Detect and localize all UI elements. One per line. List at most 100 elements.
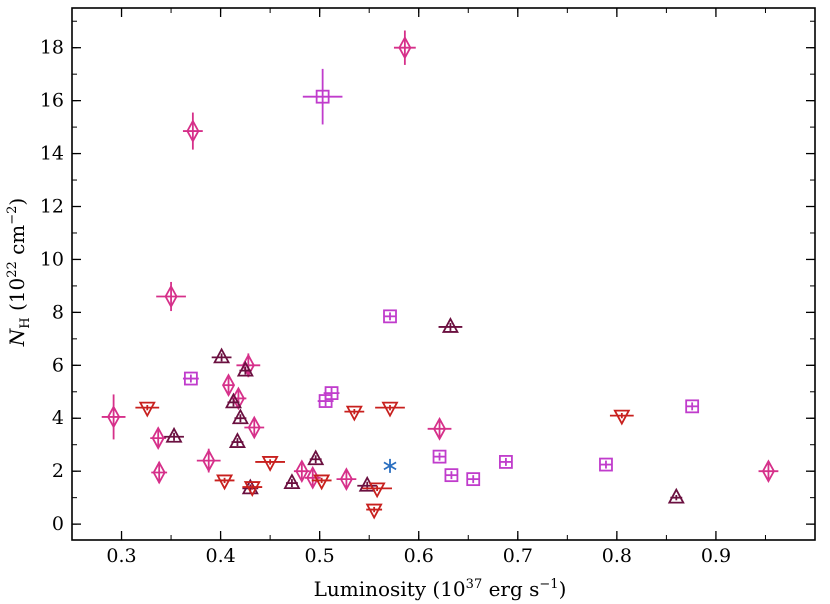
plot-points [101, 30, 779, 520]
plot-frame [71, 7, 816, 541]
y-tick-label: 10 [40, 248, 64, 270]
y-tick-label: 0 [52, 513, 64, 535]
x-tick-label: 0.7 [503, 545, 533, 567]
data-point-triangle-up [224, 392, 242, 409]
diamond-marker [152, 460, 166, 485]
data-point-diamond [101, 394, 126, 440]
data-point-triangle-up [307, 449, 325, 466]
data-point-diamond [182, 112, 203, 150]
data-point-triangle-down [214, 474, 235, 491]
square-marker [432, 449, 447, 464]
data-point-square [499, 455, 513, 469]
data-point-square [302, 68, 343, 125]
axes [71, 7, 816, 541]
x-axis-ticks: 0.3 0.4 0.5 0.6 0.7 0.8 0.9 [71, 8, 816, 567]
data-point-square [466, 472, 481, 487]
diamond-marker [107, 405, 121, 429]
data-point-triangle-down [135, 401, 160, 418]
triangle-down-marker [138, 401, 156, 418]
data-point-diamond [304, 465, 321, 490]
triangle-down-marker [365, 503, 383, 520]
y-tick-label: 12 [40, 196, 64, 218]
x-tick-label: 0.6 [404, 545, 434, 567]
diamond-marker [433, 416, 447, 441]
square-marker [383, 309, 397, 324]
data-point-diamond [758, 459, 779, 484]
x-tick-label: 0.9 [701, 545, 731, 567]
diamond-marker [295, 459, 309, 484]
diamond-marker [761, 459, 775, 484]
data-point-diamond [196, 448, 221, 473]
triangle-down-marker [313, 474, 331, 491]
triangle-up-marker [441, 317, 459, 333]
y-tick-label: 4 [52, 407, 64, 429]
data-point-triangle-up [667, 487, 685, 504]
diamond-marker [247, 415, 261, 440]
y-tick-label: 6 [52, 354, 64, 376]
data-point-triangle-down [362, 482, 392, 499]
triangle-down-marker [345, 405, 363, 422]
data-point-diamond [336, 467, 357, 491]
x-tick-label: 0.8 [602, 545, 632, 567]
data-point-diamond [393, 30, 416, 65]
data-point-diamond [151, 460, 168, 485]
data-point-diamond [156, 281, 186, 312]
triangle-down-marker [381, 401, 399, 418]
data-point-triangle-up [231, 408, 249, 425]
data-point-diamond [244, 415, 265, 440]
diamond-marker [306, 465, 320, 490]
data-point-diamond [150, 426, 167, 450]
y-tick-label: 18 [40, 37, 64, 59]
data-point-square [432, 449, 447, 464]
diamond-marker [202, 448, 216, 473]
triangle-up-marker [213, 347, 231, 364]
diamond-marker [221, 373, 236, 398]
triangle-down-marker [243, 481, 261, 497]
data-point-triangle-up [236, 360, 254, 377]
square-marker [444, 468, 459, 483]
triangle-up-marker [228, 432, 246, 448]
square-marker [466, 472, 481, 487]
data-point-square [323, 386, 340, 401]
data-point-triangle-up [283, 473, 301, 489]
y-tick-label: 8 [52, 301, 64, 323]
data-point-triangle-down [255, 456, 285, 472]
triangle-up-marker [283, 473, 301, 489]
data-point-square [685, 399, 700, 414]
data-point-triangle-down [242, 481, 263, 497]
triangle-down-marker [613, 409, 631, 426]
data-point-square [182, 371, 199, 386]
diamond-marker [151, 426, 165, 450]
x-tick-label: 0.5 [305, 545, 335, 567]
diamond-marker [186, 119, 200, 143]
diamond-marker [398, 35, 412, 60]
square-marker [315, 89, 330, 104]
data-point-diamond [221, 373, 236, 398]
data-point-triangle-down [344, 405, 365, 422]
square-marker [183, 371, 198, 386]
data-point-diamond [293, 459, 310, 484]
triangle-down-marker [261, 456, 279, 472]
data-point-square [383, 309, 397, 324]
x-tick-label: 0.4 [205, 545, 235, 567]
square-marker [499, 455, 513, 469]
triangle-up-marker [236, 360, 254, 377]
square-marker [599, 457, 613, 472]
triangle-up-marker [667, 487, 685, 504]
data-point-triangle-down [375, 401, 405, 418]
triangle-up-marker [224, 392, 242, 409]
square-marker [685, 399, 700, 414]
asterisk-marker-stroke [383, 461, 397, 471]
x-axis-label: Luminosity (1037 erg s−1) [314, 577, 567, 601]
data-point-square [599, 457, 613, 472]
y-tick-label: 14 [40, 143, 64, 165]
data-point-triangle-up [211, 347, 232, 364]
y-axis-label: NH (1022 cm−2) [5, 198, 33, 348]
data-point-triangle-up [228, 432, 246, 448]
data-point-triangle-down [311, 474, 332, 491]
data-point-triangle-down [365, 503, 383, 520]
triangle-up-marker [231, 408, 249, 425]
x-tick-label: 0.3 [106, 545, 136, 567]
